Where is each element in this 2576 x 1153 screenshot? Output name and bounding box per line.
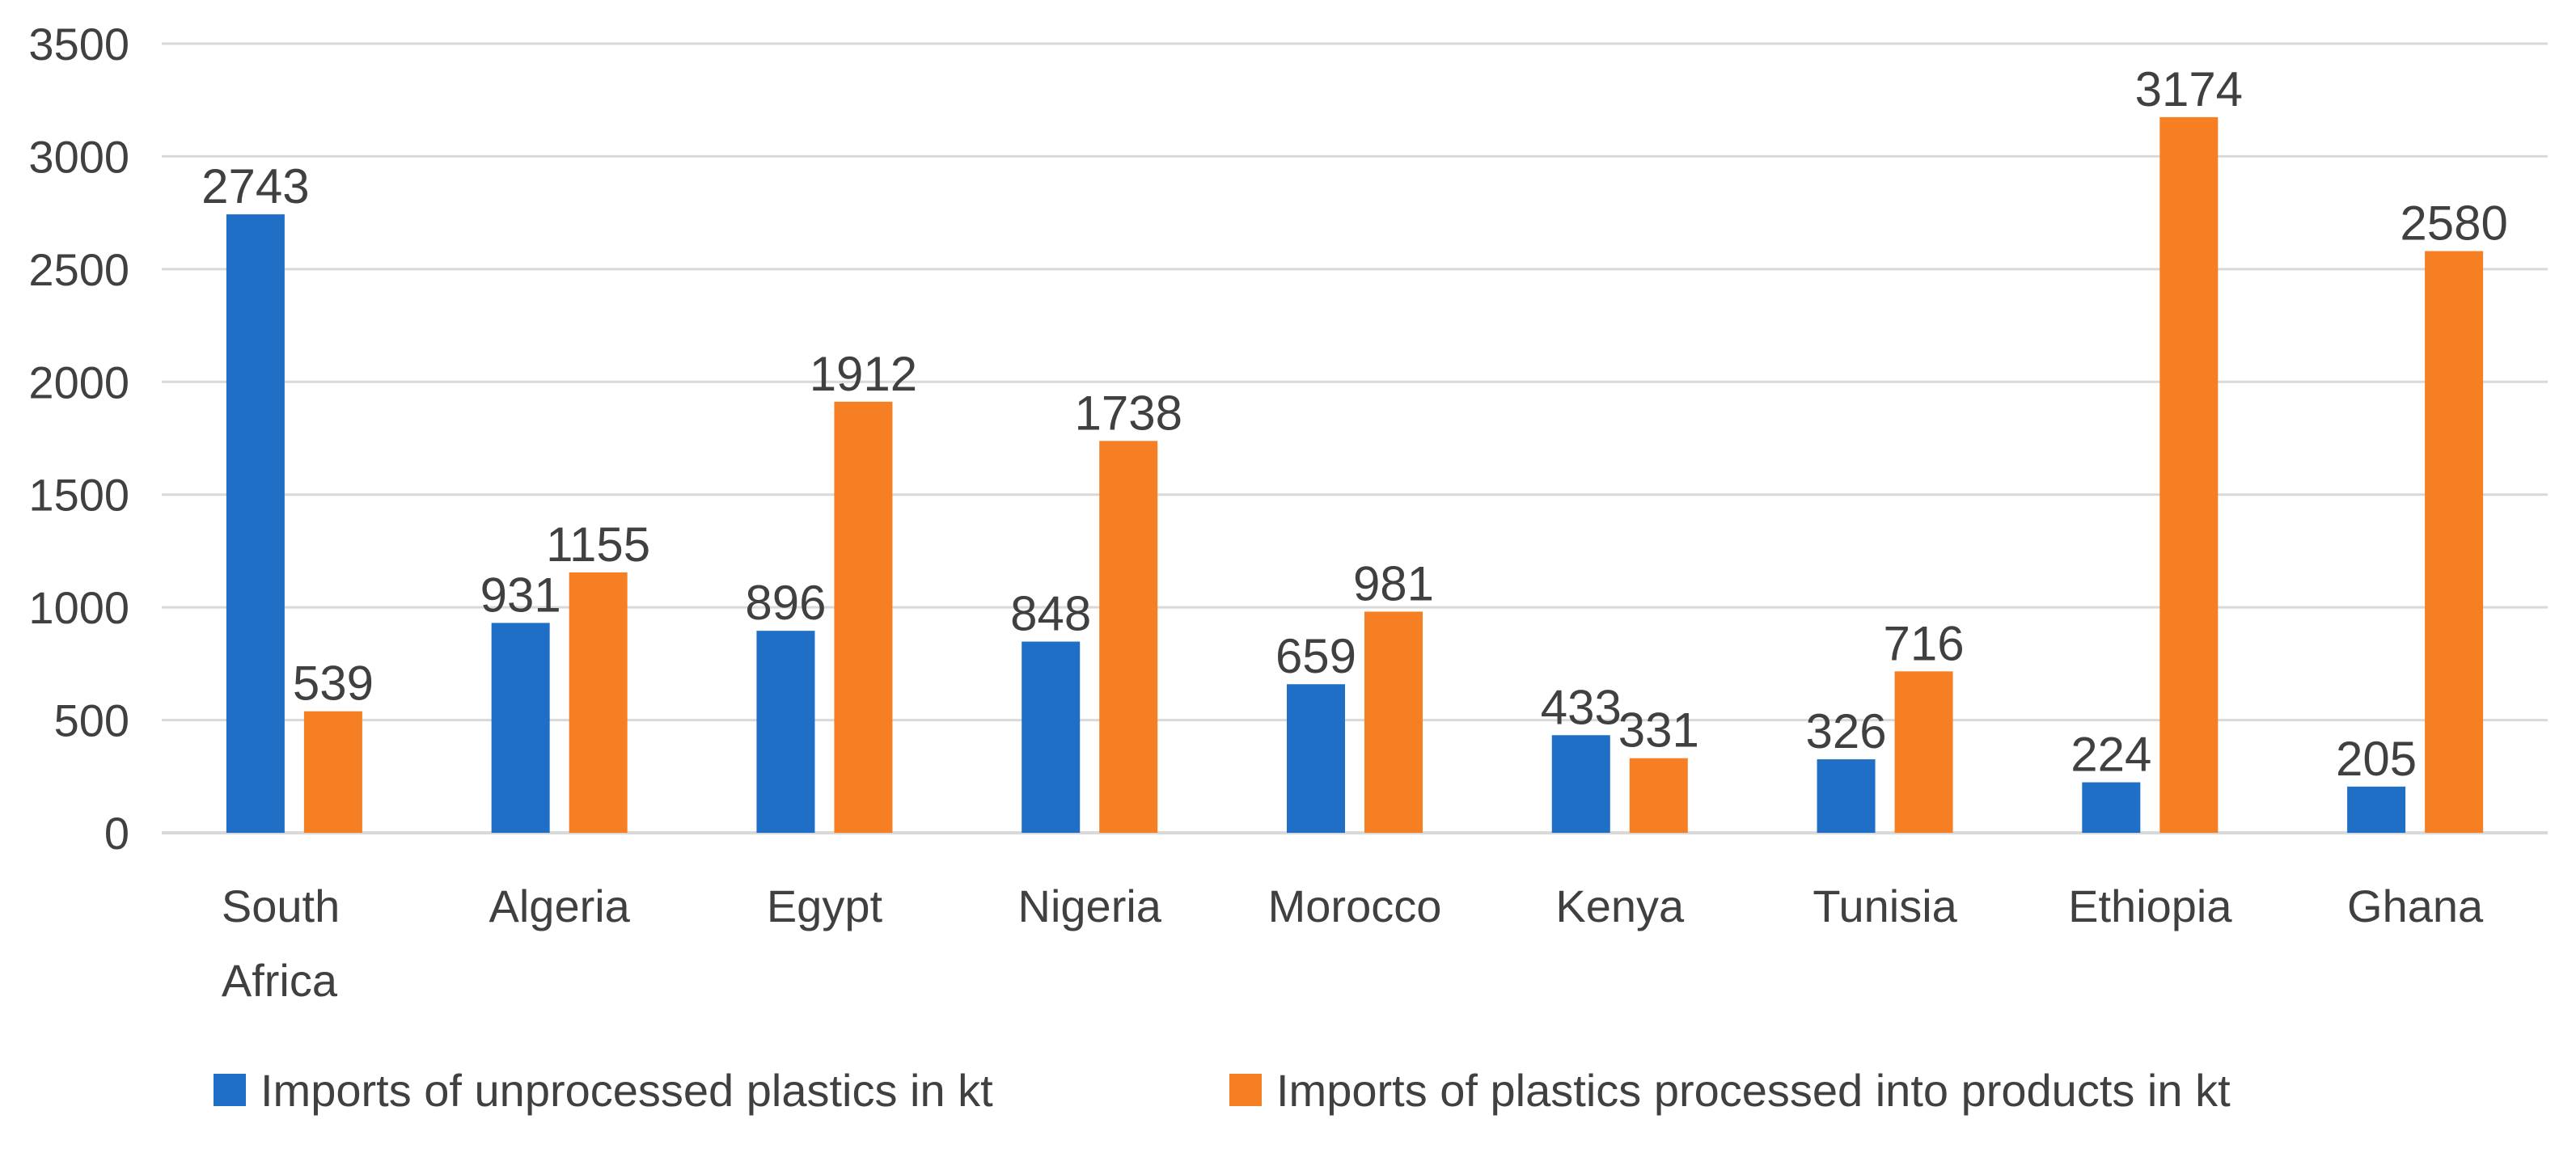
x-axis-categories: South Africa Algeria Egypt Nigeria Morocco Ken… [222, 881, 2484, 1006]
data-label: 1912 [810, 347, 917, 401]
data-label: 931 [480, 568, 561, 622]
category-label: South [222, 881, 340, 931]
bar-unprocessed [2082, 782, 2141, 833]
category-label: Kenya [1555, 881, 1685, 931]
bar-unprocessed [1551, 735, 1610, 833]
data-label: 539 [293, 657, 374, 711]
y-tick-label: 0 [104, 808, 129, 859]
y-tick-label: 3000 [28, 131, 129, 182]
bar-unprocessed [756, 631, 815, 833]
data-label: 224 [2071, 728, 2151, 782]
bar-unprocessed [226, 214, 285, 833]
bar-processed [569, 572, 628, 833]
bar-processed [2425, 251, 2484, 833]
data-label: 1155 [546, 517, 650, 572]
legend-swatch [1229, 1074, 1262, 1106]
category-label: Morocco [1268, 881, 1442, 931]
bar-processed [303, 711, 362, 833]
category-label: Nigeria [1018, 881, 1162, 931]
bar-processed [1629, 758, 1688, 833]
bar-processed [834, 401, 893, 833]
bar-unprocessed [491, 623, 550, 833]
data-label: 326 [1806, 704, 1887, 758]
legend-label: Imports of unprocessed plastics in kt [260, 1065, 993, 1116]
category-label: Tunisia [1813, 881, 1957, 931]
y-tick-label: 500 [54, 695, 129, 746]
bar-processed [1364, 611, 1423, 833]
data-label: 2743 [201, 159, 309, 213]
y-tick-label: 2500 [28, 244, 129, 295]
data-label: 1738 [1074, 386, 1182, 440]
y-tick-label: 1000 [28, 582, 129, 633]
data-label: 981 [1353, 556, 1434, 610]
category-label: Egypt [767, 881, 883, 931]
data-label: 205 [2336, 732, 2417, 786]
bar-unprocessed [1022, 641, 1081, 833]
legend-label: Imports of plastics processed into produ… [1276, 1065, 2231, 1116]
category-label: Africa [222, 955, 338, 1006]
y-tick-label: 2000 [28, 357, 129, 408]
bar-unprocessed [1817, 759, 1876, 833]
y-tick-label: 3500 [28, 19, 129, 70]
bars [226, 116, 2484, 834]
data-label: 2580 [2400, 196, 2507, 251]
bar-processed [1099, 441, 1158, 833]
legend-swatch [214, 1074, 246, 1106]
category-label: Ethiopia [2068, 881, 2232, 931]
category-label: Ghana [2347, 881, 2484, 931]
bar-unprocessed [2347, 786, 2406, 833]
legend: Imports of unprocessed plastics in kt Imp… [214, 1065, 2231, 1116]
data-label: 659 [1275, 629, 1356, 683]
bar-unprocessed [1287, 684, 1345, 833]
bar-processed [1894, 671, 1953, 833]
y-tick-label: 1500 [28, 470, 129, 521]
data-label: 896 [745, 576, 826, 630]
data-label: 716 [1884, 616, 1965, 670]
y-axis-ticks: 0 500 1000 1500 2000 2500 3000 3500 [28, 19, 129, 859]
data-label: 331 [1618, 703, 1699, 758]
bar-processed [2159, 116, 2219, 834]
data-label: 848 [1010, 587, 1091, 641]
gridlines [162, 42, 2548, 834]
data-label: 3174 [2135, 62, 2243, 116]
data-label: 433 [1541, 680, 1622, 734]
category-label: Algeria [489, 881, 631, 931]
